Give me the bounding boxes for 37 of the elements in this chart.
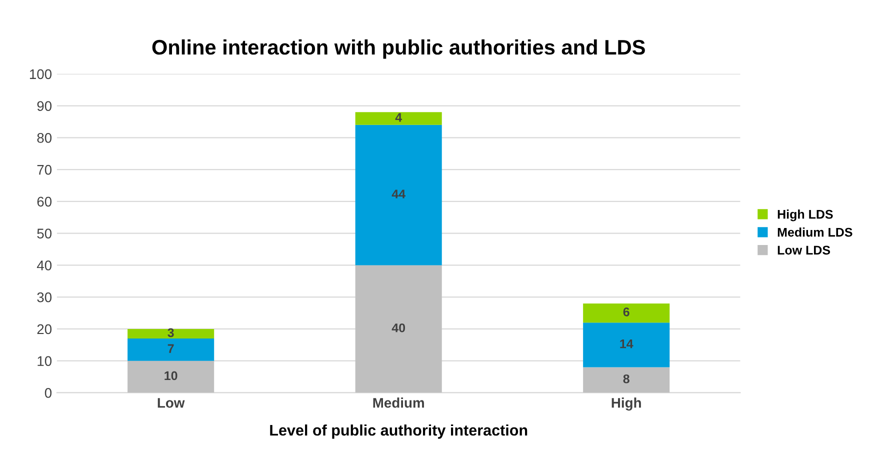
data-label: 7: [168, 344, 174, 353]
bar: [355, 265, 442, 393]
data-label: 3: [168, 328, 174, 338]
bar: [583, 322, 670, 368]
data-label: 14: [620, 340, 634, 348]
x-tick-label: Medium: [373, 398, 424, 408]
bar: [128, 328, 214, 339]
legend-label: High LDS: [778, 210, 833, 222]
x-tick-label: High: [612, 398, 641, 411]
bar: [583, 303, 670, 323]
legend-label: Low LDS: [778, 246, 830, 255]
y-tick-label: 70: [37, 164, 52, 175]
legend-label: Medium LDS: [778, 228, 852, 237]
bar: [583, 367, 670, 393]
data-label: 10: [164, 371, 178, 380]
data-label: 44: [392, 190, 406, 198]
data-label: 4: [395, 113, 402, 122]
bar: [355, 124, 442, 266]
y-tick-label: 0: [44, 388, 52, 398]
y-tick-label: 80: [37, 133, 52, 143]
data-label: 40: [392, 323, 406, 332]
data-label: 8: [623, 374, 630, 384]
y-tick-label: 10: [38, 356, 52, 366]
chart-title: Online interaction with public authorities and LDS: [152, 39, 645, 59]
y-tick-label: 100: [30, 69, 52, 80]
x-axis-title: Level of public authority interaction: [270, 424, 528, 439]
y-tick-label: 20: [37, 324, 52, 334]
y-tick-label: 50: [37, 228, 52, 238]
y-tick-label: 30: [37, 292, 52, 302]
bar: [128, 360, 214, 393]
bar: [355, 112, 442, 125]
bar: [128, 338, 214, 361]
data-label: 6: [623, 308, 630, 316]
x-tick-label: Low: [158, 398, 185, 408]
y-tick-label: 90: [37, 101, 52, 111]
y-tick-label: 40: [36, 260, 52, 270]
y-tick-label: 60: [37, 196, 52, 207]
